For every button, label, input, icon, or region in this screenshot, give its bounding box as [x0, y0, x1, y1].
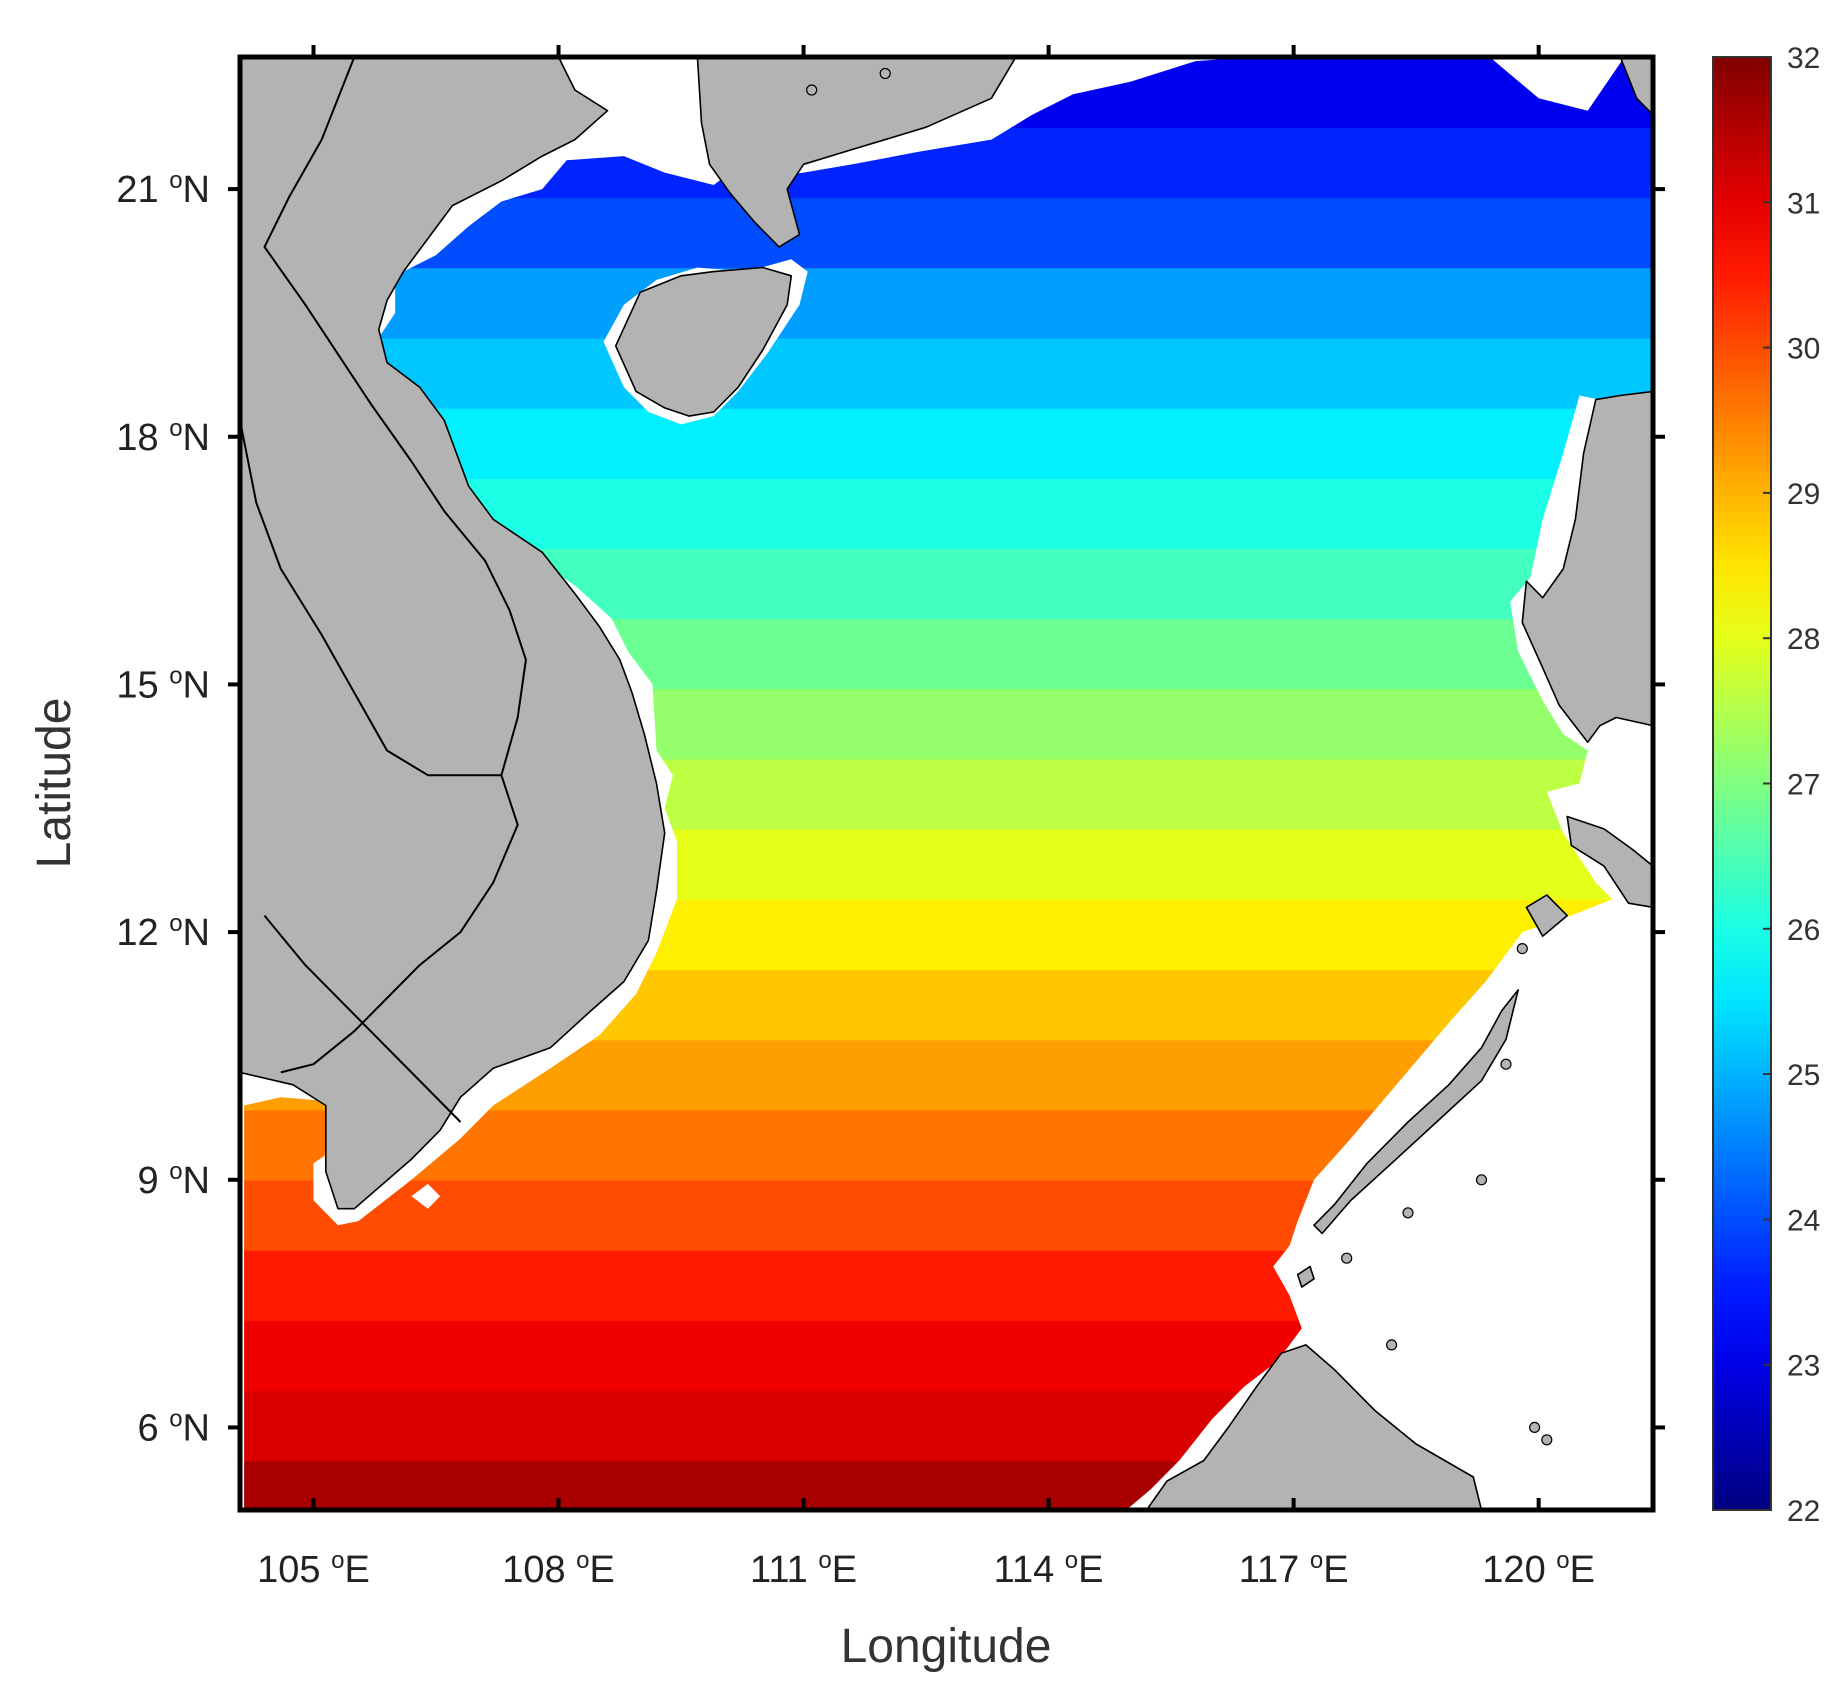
colorbar-tick-label-0: 22	[1787, 1495, 1820, 1528]
colorbar-gradient	[1712, 56, 1772, 1511]
colorbar-tick-label-3: 25	[1787, 1059, 1820, 1092]
colorbar-tick-label-2: 24	[1787, 1204, 1820, 1237]
y-tick-label-0: 6 oN	[137, 1405, 210, 1449]
y-tick-label-4: 18 oN	[116, 415, 210, 459]
islet-8	[806, 84, 818, 96]
colorbar-tick-label-8: 30	[1787, 333, 1820, 366]
x-tick-label-4: 117 oE	[1239, 1547, 1349, 1591]
land-balabac	[1296, 1265, 1315, 1288]
y-tick-label-1: 9 oN	[137, 1158, 210, 1202]
x-tick-label-0: 105 oE	[257, 1547, 370, 1591]
colorbar-tick-label-1: 23	[1787, 1350, 1820, 1383]
land-borneo	[1145, 1344, 1483, 1510]
islet-1	[1516, 942, 1528, 955]
islet-4	[1541, 1434, 1553, 1446]
islet-3	[1341, 1252, 1353, 1264]
islet-6	[1385, 1339, 1398, 1351]
x-tick-label-1: 108 oE	[502, 1547, 615, 1591]
islet-5	[1528, 1421, 1541, 1434]
land-busuanga	[1525, 894, 1568, 938]
land-mindoro	[1566, 815, 1653, 909]
colorbar: 22 23 24 25 26 27 28 29 30 31 32	[1712, 42, 1820, 1528]
x-axis-title: Longitude	[841, 1620, 1052, 1673]
river-mekong	[263, 914, 462, 1123]
land-taiwan	[1619, 57, 1653, 116]
sst-band-15	[244, 407, 1653, 479]
colorbar-tick-label-9: 31	[1787, 187, 1820, 220]
land-palawan	[1313, 989, 1519, 1235]
y-tick-label-5: 21 oN	[116, 167, 210, 211]
y-tick-label-3: 15 oN	[116, 662, 210, 706]
colorbar-tick-label-4: 26	[1787, 914, 1820, 947]
y-axis-ticks: 6 oN 9 oN 12 oN 15 oN 18 oN 21 oN	[116, 167, 1665, 1449]
land-hainan	[614, 266, 793, 417]
colorbar-tick-label-7: 29	[1787, 478, 1820, 511]
y-tick-label-2: 12 oN	[116, 910, 210, 954]
x-tick-label-3: 114 oE	[994, 1547, 1104, 1591]
x-axis-ticks: 105 oE 108 oE 111 oE 114 oE 117 oE 120 oE	[257, 45, 1595, 1591]
border-vietnam-laos	[263, 57, 527, 1074]
islet-2	[1402, 1207, 1414, 1219]
map-frame	[237, 54, 1656, 1513]
land-indochina	[240, 57, 666, 1210]
islet-9	[879, 67, 891, 80]
colorbar-ticks: 22 23 24 25 26 27 28 29 30 31 32	[1763, 42, 1820, 1528]
sst-band-17	[244, 267, 1653, 339]
sst-band-16	[244, 337, 1653, 409]
land-masses	[240, 57, 1653, 1510]
map-plot-area	[240, 57, 1653, 1510]
land-leizhou	[696, 57, 1017, 248]
land-luzon	[1521, 390, 1653, 744]
x-tick-label-5: 120 oE	[1482, 1547, 1595, 1591]
border-laos-cambodia	[240, 420, 502, 777]
islet-7	[1475, 1174, 1488, 1186]
islet-0	[1500, 1058, 1512, 1070]
y-axis-title: Latitude	[28, 698, 81, 869]
colorbar-tick-label-10: 32	[1787, 42, 1820, 75]
colorbar-tick-label-6: 28	[1787, 623, 1820, 656]
colorbar-tick-label-5: 27	[1787, 769, 1820, 802]
x-tick-label-2: 111 oE	[750, 1547, 857, 1591]
